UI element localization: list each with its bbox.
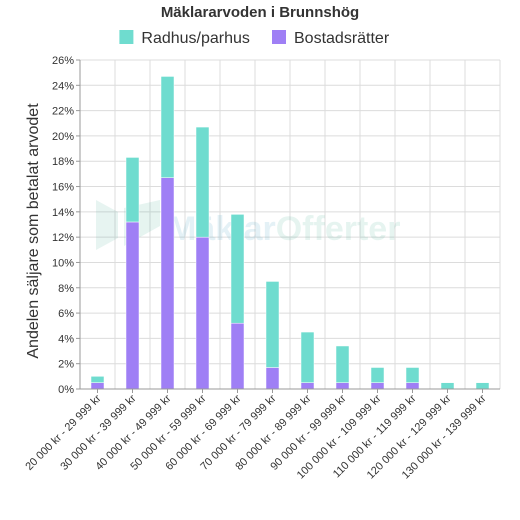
bar-radhus-parhus-1: [125, 157, 140, 223]
bar-bostadsr-tter-4: [230, 322, 245, 390]
bar-bostadsr-tter-6: [300, 382, 315, 390]
watermark-text: MäklarOfferter: [168, 210, 400, 248]
legend-item: Radhus/parhus: [119, 30, 250, 47]
y-tick-label: 2%: [58, 359, 74, 371]
y-axis-ticks: 0% 2% 4% 6% 8% 10% 12% 14% 16% 18% 20% 22% 24% 26%: [52, 55, 80, 396]
y-axis-label: Andelen säljare som betalat arvodet: [25, 103, 42, 359]
chart-title: Mäklararvoden i Brunnshög: [161, 4, 359, 21]
bar-radhus-parhus-4: [230, 214, 245, 324]
bar-bostadsr-tter-1: [125, 221, 140, 390]
bar-bostadsr-tter-2: [160, 177, 175, 390]
bar-radhus-parhus-2: [160, 76, 175, 178]
legend-item: Bostadsrätter: [272, 30, 390, 47]
bar-bostadsr-tter-9: [405, 382, 420, 390]
legend-swatch: [119, 30, 134, 44]
bar-bostadsr-tter-8: [370, 382, 385, 390]
watermark-text-part1: Mäklar: [168, 210, 276, 248]
bars: [90, 76, 490, 390]
legend: Radhus/parhus Bostadsrätter: [119, 30, 390, 47]
y-tick-label: 6%: [58, 308, 74, 320]
legend-label: Bostadsrätter: [294, 30, 390, 47]
y-tick-label: 22%: [52, 106, 74, 118]
y-tick-label: 26%: [52, 55, 74, 67]
bar-bostadsr-tter-5: [265, 367, 280, 390]
y-tick-label: 20%: [52, 131, 74, 143]
y-tick-label: 14%: [52, 207, 74, 219]
legend-label: Radhus/parhus: [141, 30, 250, 47]
bar-bostadsr-tter-3: [195, 236, 210, 390]
y-tick-label: 16%: [52, 182, 74, 194]
bar-radhus-parhus-11: [475, 382, 490, 390]
y-tick-label: 8%: [58, 283, 74, 295]
y-tick-label: 12%: [52, 232, 74, 244]
legend-swatch: [272, 30, 286, 44]
y-tick-label: 18%: [52, 156, 74, 168]
bar-radhus-parhus-8: [370, 367, 385, 383]
y-tick-label: 0%: [58, 384, 74, 396]
bar-radhus-parhus-9: [405, 367, 420, 383]
bar-bostadsr-tter-0: [90, 382, 105, 390]
bar-radhus-parhus-5: [265, 281, 280, 368]
bar-radhus-parhus-7: [335, 345, 350, 383]
grid: [79, 59, 501, 390]
bar-radhus-parhus-10: [440, 382, 455, 390]
y-tick-label: 24%: [52, 80, 74, 92]
y-tick-label: 4%: [58, 333, 74, 345]
bar-radhus-parhus-3: [195, 126, 210, 238]
bar-radhus-parhus-0: [90, 376, 105, 383]
watermark-logo: MäklarOfferter: [96, 200, 400, 250]
axes: [79, 60, 500, 390]
watermark-text-part2: Offerter: [276, 210, 401, 248]
bar-radhus-parhus-6: [300, 331, 315, 383]
bar-bostadsr-tter-7: [335, 382, 350, 390]
y-tick-label: 10%: [52, 257, 74, 269]
